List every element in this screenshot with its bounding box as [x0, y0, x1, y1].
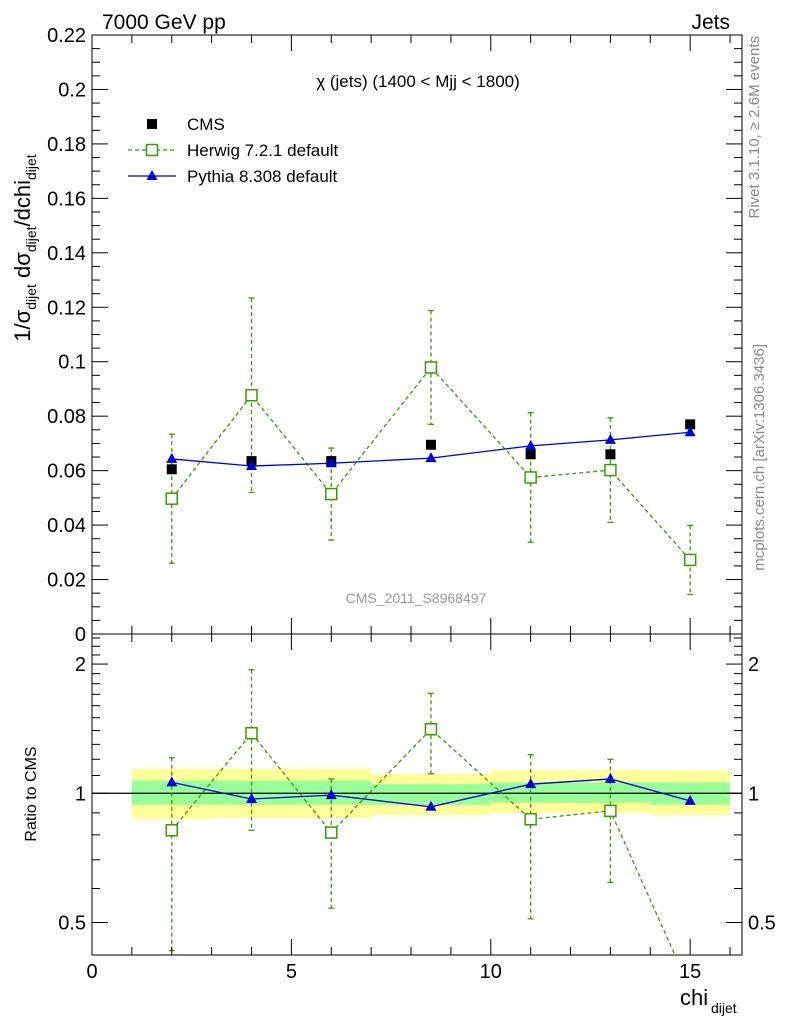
ratio-y-tick-label: 1	[75, 783, 86, 805]
svg-text:dijet: dijet	[711, 1000, 737, 1016]
main-y-axis-label: 1/σdijet dσdijet/dchidijet	[10, 154, 39, 342]
ratio-y-tick-label-right: 1	[748, 783, 759, 805]
pythia-ratio-point	[246, 792, 258, 803]
x-tick-label: 15	[679, 961, 701, 983]
herwig-ratio-group	[165, 669, 676, 955]
main-y-tick-label: 0.18	[47, 134, 86, 156]
y-label-subscript: dijet	[23, 154, 39, 180]
ratio-y-axis-label: Ratio to CMS	[23, 746, 40, 841]
main-y-tick-label: 0.1	[58, 352, 86, 374]
pythia-point	[525, 439, 537, 450]
herwig-ratio-point	[604, 804, 617, 818]
pythia-ratio-point	[325, 789, 337, 800]
main-y-tick-label: 0.12	[47, 297, 86, 319]
herwig-ratio-point	[325, 826, 338, 839]
legend-herwig-label: Herwig 7.2.1 default	[187, 141, 338, 160]
cms-point	[605, 449, 616, 460]
x-tick-label: 0	[86, 961, 97, 983]
herwig-point	[165, 492, 179, 505]
pythia-point	[684, 426, 696, 437]
x-tick-label: 10	[480, 961, 502, 983]
pythia-ratio-point	[525, 778, 537, 789]
pythia-point	[246, 460, 258, 471]
herwig-point	[683, 553, 697, 567]
y-label-part: 1/σ	[10, 309, 35, 341]
herwig-point	[245, 388, 258, 402]
main-y-tick-label: 0	[75, 624, 86, 646]
legend-pythia-label: Pythia 8.308 default	[187, 167, 338, 186]
legend: CMS Herwig 7.2.1 default Pythia 8.308 defa…	[128, 115, 338, 186]
y-label-part: /dchi	[10, 180, 35, 226]
svg-text:chi: chi	[680, 985, 708, 1010]
pythia-point	[604, 433, 616, 444]
herwig-ratio-point	[424, 722, 438, 736]
main-plot-area	[165, 297, 697, 596]
cms-point	[525, 449, 536, 460]
herwig-ratio-point	[524, 812, 537, 826]
legend-pythia-marker	[146, 170, 158, 180]
main-y-tick-label: 0.02	[47, 570, 86, 592]
x-axis-label: chi dijet	[680, 985, 737, 1016]
ratio-y-tick-label-right: 0.5	[748, 912, 776, 934]
ratio-plot-frame	[91, 633, 743, 956]
pythia-point	[425, 452, 437, 463]
pythia-point	[325, 457, 337, 468]
legend-cms-marker	[147, 119, 157, 129]
pythia-ratio-point	[166, 776, 178, 787]
cms-point	[685, 419, 696, 430]
main-y-tick-label: 0.16	[47, 188, 86, 210]
ratio-inner-band	[490, 782, 651, 803]
ratio-plot-area	[92, 669, 742, 955]
legend-herwig-marker	[145, 143, 159, 157]
pythia-ratio-point	[425, 800, 437, 811]
chart-title: χ (jets) (1400 < Mjj < 1800)	[316, 72, 520, 91]
pythia-point	[166, 452, 178, 463]
main-y-axis-label-text: 1/σdijet dσdijet/dchidijet	[10, 154, 39, 342]
main-y-tick-label: 0.06	[47, 461, 86, 483]
herwig-point	[325, 487, 338, 501]
main-y-tick-label: 0.14	[47, 243, 86, 265]
side-label-rivet: Rivet 3.1.10, ≥ 2.6M events	[746, 36, 763, 219]
main-y-tick-label: 0.08	[47, 406, 86, 428]
ratio-y-tick-label-right: 2	[748, 654, 759, 676]
cms-point	[166, 464, 177, 475]
header-left: 7000 GeV pp	[102, 11, 226, 34]
ratio-y-tick-label: 2	[75, 654, 86, 676]
header-right: Jets	[691, 11, 730, 34]
herwig-point	[604, 463, 617, 477]
main-y-tick-label: 0.22	[47, 25, 86, 47]
cms-point	[425, 439, 436, 450]
side-label-mcplots: mcplots.cern.ch [arXiv:1306.3436]	[751, 344, 768, 571]
herwig-ratio-point	[165, 824, 179, 837]
pythia-ratio-point	[684, 794, 696, 805]
main-y-tick-label: 0.2	[58, 79, 86, 101]
y-label-subscript: dijet	[23, 226, 39, 252]
watermark: CMS_2011_S8968497	[346, 590, 487, 606]
ratio-y-tick-label: 0.5	[58, 912, 86, 934]
y-label-subscript: dijet	[23, 284, 39, 310]
herwig-point	[524, 471, 537, 484]
ratio-uncertainty-bands	[131, 768, 731, 820]
legend-cms-label: CMS	[187, 115, 225, 134]
herwig-ratio-point	[245, 726, 258, 740]
x-tick-label: 5	[286, 961, 297, 983]
main-y-tick-label: 0.04	[47, 515, 86, 537]
pythia-ratio-point	[604, 772, 616, 783]
y-label-part: dσ	[10, 252, 35, 284]
herwig-point	[424, 361, 438, 374]
